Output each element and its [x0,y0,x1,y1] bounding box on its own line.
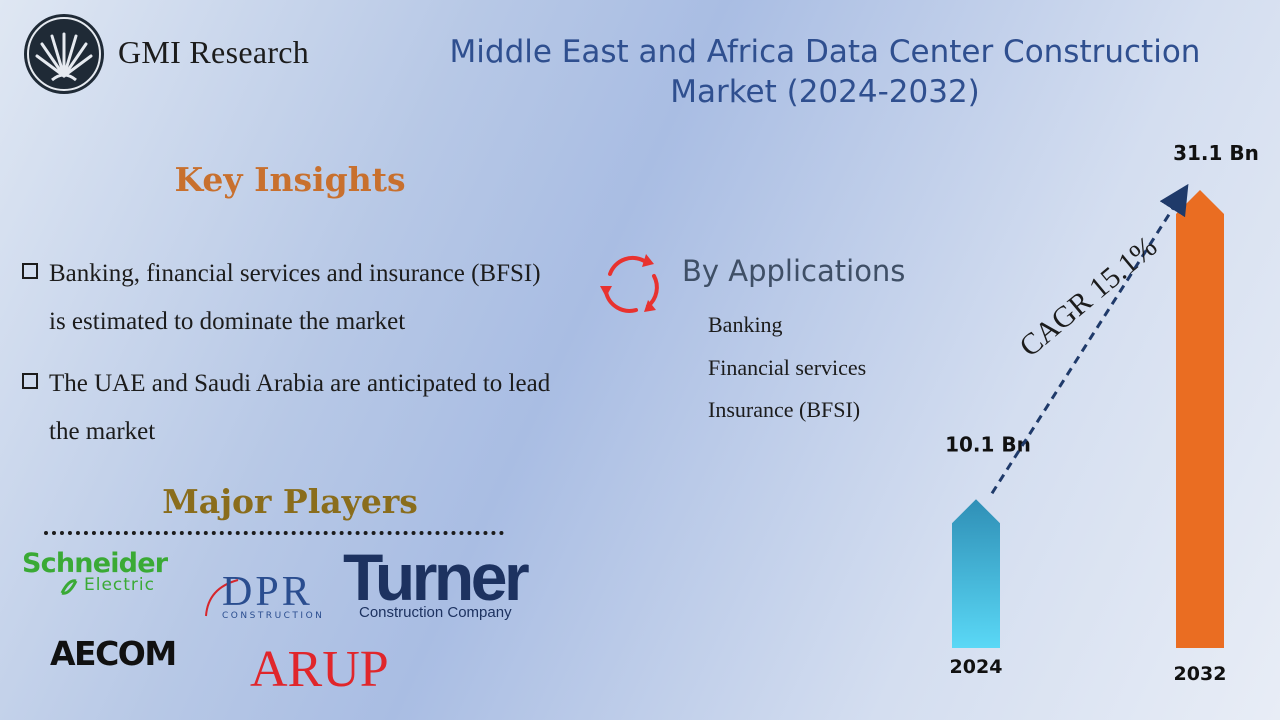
insight-text: The UAE and Saudi Arabia are anticipated… [49,370,551,445]
schneider-logo: Schneider [22,548,168,579]
application-item: Banking [708,312,783,337]
fan-icon [27,17,101,91]
bar-2032 [1176,190,1224,648]
major-players-heading: Major Players [162,482,418,521]
x-tick-label: 2024 [950,656,1003,678]
data-label: 31.1 Bn [1173,141,1259,165]
cagr-trend-arrow [990,183,1189,495]
turner-logo-sub: Construction Company [359,604,512,621]
dpr-logo-sub: CONSTRUCTION [222,611,325,621]
aecom-logo: AECOM [50,634,177,673]
applications-heading: By Applications [682,254,906,288]
key-insights-list: Banking, financial services and insuranc… [22,250,562,470]
checkbox-icon [22,263,38,279]
refresh-cycle-icon [600,254,659,313]
key-insights-heading: Key Insights [174,160,406,199]
divider [44,531,504,535]
x-tick-label: 2032 [1174,663,1227,685]
insight-text: Banking, financial services and insuranc… [49,260,541,335]
bar-2024 [952,499,1000,648]
dpr-swoosh-icon [205,579,239,617]
gmi-logo [24,14,104,94]
page-title: Middle East and Africa Data Center Const… [449,34,1201,110]
arup-logo: ARUP [250,641,389,698]
turner-logo: Turner [343,540,530,614]
insight-item: Banking, financial services and insuranc… [22,250,562,346]
schneider-mark-icon [60,579,78,595]
application-item: Financial services [708,355,867,380]
dpr-logo: DPR [222,569,313,615]
schneider-logo-sub: Electric [84,575,155,595]
checkbox-icon [22,373,38,389]
application-item: Insurance (BFSI) [708,397,861,422]
brand-name: GMI Research [118,34,310,70]
insight-item: The UAE and Saudi Arabia are anticipated… [22,360,562,456]
cagr-annotation: CAGR 15.1% [1013,230,1163,363]
